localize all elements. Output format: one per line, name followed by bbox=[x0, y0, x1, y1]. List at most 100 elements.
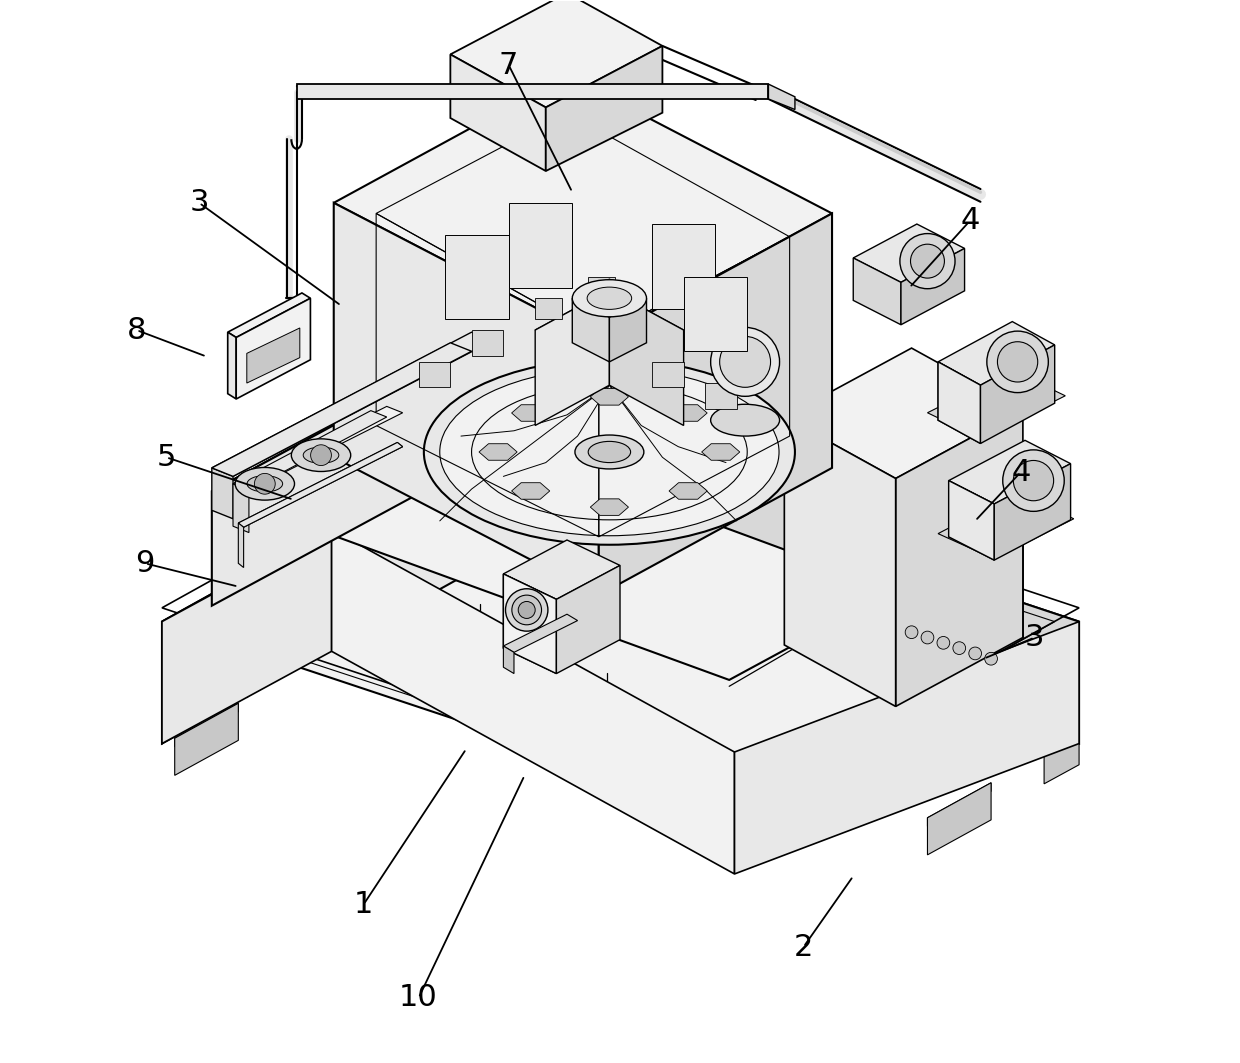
Polygon shape bbox=[536, 299, 562, 320]
Ellipse shape bbox=[304, 448, 339, 463]
Circle shape bbox=[921, 631, 934, 644]
Polygon shape bbox=[233, 406, 403, 490]
Polygon shape bbox=[162, 529, 331, 743]
Polygon shape bbox=[445, 235, 508, 320]
Polygon shape bbox=[419, 361, 450, 387]
Polygon shape bbox=[652, 361, 683, 387]
Ellipse shape bbox=[440, 368, 779, 536]
Text: 8: 8 bbox=[126, 316, 146, 344]
Text: 2: 2 bbox=[794, 932, 813, 962]
Circle shape bbox=[968, 647, 982, 660]
Ellipse shape bbox=[587, 287, 631, 309]
Polygon shape bbox=[928, 370, 1065, 438]
Polygon shape bbox=[609, 290, 683, 425]
Polygon shape bbox=[734, 622, 1079, 874]
Polygon shape bbox=[236, 299, 310, 399]
Polygon shape bbox=[503, 646, 513, 674]
Ellipse shape bbox=[711, 404, 780, 436]
Polygon shape bbox=[512, 483, 549, 500]
Ellipse shape bbox=[575, 435, 644, 469]
Polygon shape bbox=[670, 483, 707, 500]
Polygon shape bbox=[503, 614, 578, 653]
Polygon shape bbox=[212, 342, 471, 476]
Polygon shape bbox=[785, 417, 895, 707]
Polygon shape bbox=[503, 574, 557, 674]
Text: 1: 1 bbox=[353, 890, 373, 919]
Polygon shape bbox=[334, 203, 599, 595]
Polygon shape bbox=[506, 332, 1023, 638]
Ellipse shape bbox=[236, 468, 295, 500]
Polygon shape bbox=[508, 203, 573, 288]
Polygon shape bbox=[949, 480, 994, 560]
Polygon shape bbox=[162, 431, 506, 743]
Ellipse shape bbox=[247, 475, 283, 492]
Polygon shape bbox=[949, 480, 994, 560]
Polygon shape bbox=[503, 540, 620, 600]
Text: 9: 9 bbox=[135, 549, 155, 578]
Ellipse shape bbox=[588, 441, 631, 462]
Polygon shape bbox=[334, 75, 832, 340]
Circle shape bbox=[952, 642, 966, 655]
Circle shape bbox=[254, 473, 275, 494]
Polygon shape bbox=[573, 299, 609, 361]
Polygon shape bbox=[536, 290, 683, 370]
Polygon shape bbox=[981, 344, 1055, 443]
Polygon shape bbox=[546, 46, 662, 171]
Ellipse shape bbox=[719, 336, 770, 387]
Polygon shape bbox=[949, 440, 1070, 504]
Text: 7: 7 bbox=[498, 51, 518, 80]
Ellipse shape bbox=[987, 331, 1048, 392]
Polygon shape bbox=[212, 468, 233, 519]
Text: 4: 4 bbox=[1011, 458, 1030, 487]
Polygon shape bbox=[233, 410, 387, 490]
Polygon shape bbox=[238, 442, 403, 527]
Ellipse shape bbox=[1003, 450, 1064, 511]
Polygon shape bbox=[506, 431, 1079, 743]
Polygon shape bbox=[853, 224, 965, 283]
Polygon shape bbox=[212, 332, 492, 476]
Polygon shape bbox=[785, 348, 1023, 478]
Polygon shape bbox=[652, 224, 715, 309]
Polygon shape bbox=[939, 361, 981, 443]
Circle shape bbox=[311, 444, 331, 466]
Ellipse shape bbox=[512, 595, 542, 625]
Polygon shape bbox=[228, 332, 236, 399]
Polygon shape bbox=[590, 499, 629, 516]
Polygon shape bbox=[928, 782, 991, 855]
Circle shape bbox=[937, 637, 950, 649]
Polygon shape bbox=[450, 54, 546, 171]
Polygon shape bbox=[175, 704, 238, 775]
Polygon shape bbox=[573, 280, 646, 318]
Ellipse shape bbox=[506, 589, 548, 631]
Polygon shape bbox=[238, 523, 243, 568]
Polygon shape bbox=[247, 328, 300, 383]
Polygon shape bbox=[704, 383, 737, 408]
Polygon shape bbox=[590, 389, 629, 405]
Ellipse shape bbox=[573, 280, 646, 317]
Polygon shape bbox=[296, 84, 769, 99]
Polygon shape bbox=[212, 332, 506, 606]
Ellipse shape bbox=[291, 439, 351, 472]
Text: 10: 10 bbox=[399, 983, 438, 1012]
Polygon shape bbox=[994, 463, 1070, 560]
Polygon shape bbox=[939, 322, 1055, 385]
Polygon shape bbox=[479, 443, 517, 460]
Text: 3: 3 bbox=[190, 188, 208, 217]
Polygon shape bbox=[175, 704, 238, 746]
Ellipse shape bbox=[424, 359, 795, 544]
Ellipse shape bbox=[910, 244, 945, 279]
Ellipse shape bbox=[424, 444, 795, 508]
Polygon shape bbox=[536, 290, 609, 425]
Polygon shape bbox=[853, 258, 901, 325]
Text: 3: 3 bbox=[1024, 623, 1044, 652]
Polygon shape bbox=[609, 299, 646, 361]
Ellipse shape bbox=[518, 602, 536, 619]
Polygon shape bbox=[599, 214, 832, 595]
Polygon shape bbox=[1044, 725, 1079, 783]
Ellipse shape bbox=[900, 234, 955, 289]
Polygon shape bbox=[212, 332, 1023, 680]
Polygon shape bbox=[512, 405, 549, 421]
Polygon shape bbox=[769, 84, 795, 109]
Polygon shape bbox=[162, 431, 1079, 812]
Polygon shape bbox=[895, 409, 1023, 707]
